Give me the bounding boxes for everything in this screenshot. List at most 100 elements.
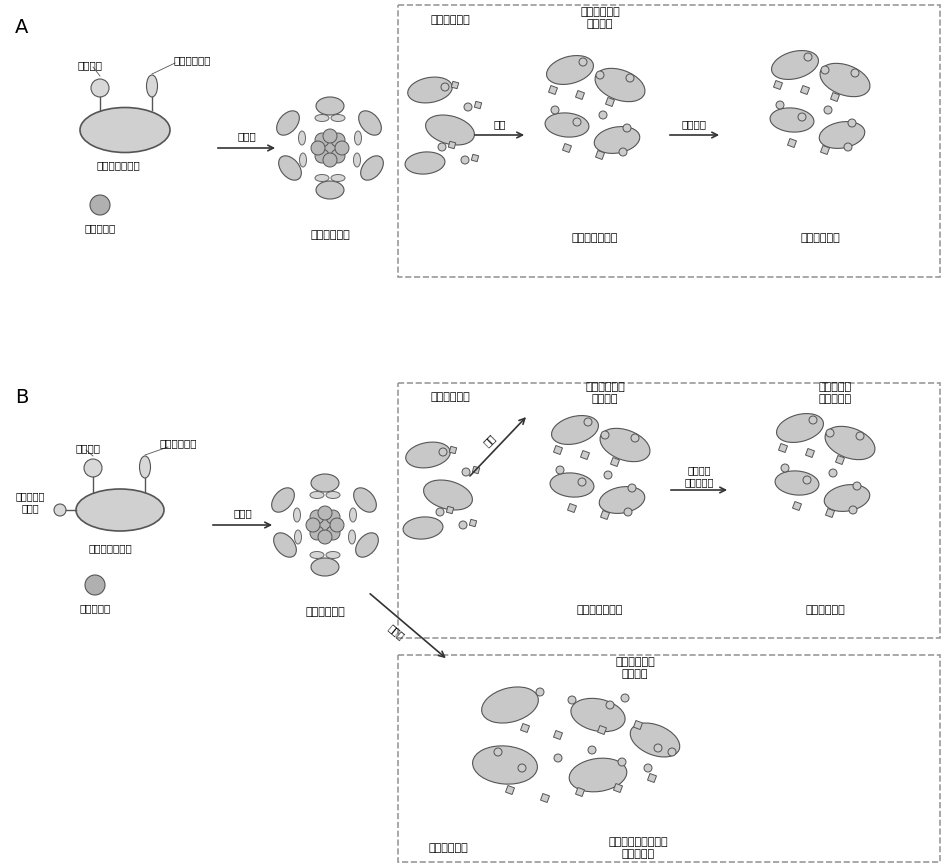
FancyBboxPatch shape — [474, 101, 481, 108]
Ellipse shape — [277, 111, 299, 135]
Circle shape — [459, 521, 466, 529]
FancyBboxPatch shape — [819, 146, 829, 154]
Circle shape — [314, 133, 329, 147]
Ellipse shape — [298, 131, 305, 145]
FancyBboxPatch shape — [553, 446, 562, 454]
Text: 低氧: 低氧 — [481, 432, 497, 448]
FancyBboxPatch shape — [567, 504, 576, 512]
Ellipse shape — [326, 551, 340, 558]
Circle shape — [828, 469, 836, 477]
Circle shape — [587, 746, 596, 754]
Circle shape — [437, 143, 446, 151]
Text: 多糖高分子前药: 多糖高分子前药 — [88, 543, 132, 553]
Text: 分化诱导剂: 分化诱导剂 — [79, 603, 110, 613]
Circle shape — [310, 510, 324, 524]
Ellipse shape — [403, 517, 443, 539]
Text: 自组装: 自组装 — [233, 508, 252, 518]
Circle shape — [625, 74, 633, 82]
FancyBboxPatch shape — [778, 444, 786, 453]
Ellipse shape — [294, 508, 300, 522]
Circle shape — [314, 149, 329, 163]
Ellipse shape — [405, 152, 445, 174]
Circle shape — [311, 141, 325, 155]
Ellipse shape — [630, 723, 679, 757]
Ellipse shape — [570, 698, 624, 732]
Circle shape — [852, 482, 860, 490]
FancyBboxPatch shape — [632, 720, 642, 729]
Circle shape — [318, 518, 331, 532]
Circle shape — [435, 508, 444, 516]
Text: 组合药物载体: 组合药物载体 — [310, 230, 349, 240]
Ellipse shape — [353, 488, 376, 512]
FancyBboxPatch shape — [448, 447, 456, 453]
FancyBboxPatch shape — [447, 141, 455, 148]
Ellipse shape — [271, 488, 294, 512]
Circle shape — [820, 66, 828, 74]
Ellipse shape — [146, 75, 158, 97]
FancyBboxPatch shape — [804, 448, 814, 458]
Text: 下调耐药: 下调耐药 — [682, 119, 706, 129]
Ellipse shape — [80, 108, 170, 153]
Ellipse shape — [824, 427, 874, 460]
Circle shape — [91, 79, 109, 97]
Circle shape — [603, 471, 612, 479]
Text: 非低氧: 非低氧 — [386, 623, 406, 642]
Ellipse shape — [361, 156, 383, 180]
Circle shape — [855, 432, 863, 440]
Ellipse shape — [481, 687, 538, 723]
Text: 化疗药物: 化疗药物 — [76, 443, 100, 453]
Ellipse shape — [348, 530, 355, 544]
Circle shape — [579, 58, 586, 66]
Text: A: A — [15, 18, 28, 37]
Circle shape — [555, 466, 564, 474]
Ellipse shape — [595, 68, 645, 101]
Ellipse shape — [295, 530, 301, 544]
FancyBboxPatch shape — [553, 731, 562, 740]
Ellipse shape — [140, 456, 150, 478]
Circle shape — [464, 103, 471, 111]
Circle shape — [808, 416, 817, 424]
Ellipse shape — [774, 471, 818, 495]
Ellipse shape — [315, 181, 344, 199]
Ellipse shape — [354, 131, 362, 145]
Circle shape — [848, 506, 856, 514]
Circle shape — [600, 431, 608, 439]
Text: 释放分化诱导剂: 释放分化诱导剂 — [576, 605, 622, 615]
Ellipse shape — [818, 121, 864, 148]
Text: B: B — [15, 388, 28, 407]
Circle shape — [825, 429, 834, 437]
FancyBboxPatch shape — [825, 509, 834, 518]
Ellipse shape — [599, 428, 649, 461]
Circle shape — [323, 153, 337, 167]
Ellipse shape — [770, 50, 818, 80]
Circle shape — [605, 701, 614, 709]
Text: 组合药物载体: 组合药物载体 — [305, 607, 345, 617]
Text: 低氧: 低氧 — [493, 119, 505, 129]
FancyBboxPatch shape — [562, 144, 571, 153]
Text: 低氧响应基团: 低氧响应基团 — [160, 438, 196, 448]
Circle shape — [330, 133, 345, 147]
Circle shape — [823, 106, 831, 114]
Circle shape — [441, 83, 448, 91]
FancyBboxPatch shape — [472, 466, 480, 473]
Text: 低氧响应基团
结构转化: 低氧响应基团 结构转化 — [584, 382, 624, 404]
Text: 活性氧响应
连接臂断裂: 活性氧响应 连接臂断裂 — [818, 382, 851, 404]
FancyBboxPatch shape — [597, 726, 606, 734]
Circle shape — [318, 530, 331, 544]
Ellipse shape — [407, 77, 452, 103]
FancyBboxPatch shape — [548, 86, 557, 95]
FancyBboxPatch shape — [605, 97, 614, 107]
Text: 化疗增敏剂: 化疗增敏剂 — [84, 223, 115, 233]
Ellipse shape — [819, 63, 869, 96]
Ellipse shape — [359, 111, 381, 135]
Circle shape — [326, 510, 340, 524]
Text: 同时释放分化诱导剂
和化疗药物: 同时释放分化诱导剂 和化疗药物 — [608, 838, 667, 859]
Ellipse shape — [330, 174, 345, 181]
FancyBboxPatch shape — [800, 86, 809, 95]
Ellipse shape — [349, 508, 356, 522]
Ellipse shape — [546, 55, 593, 84]
Circle shape — [775, 101, 784, 109]
Circle shape — [803, 53, 811, 61]
Circle shape — [90, 195, 110, 215]
FancyBboxPatch shape — [786, 139, 796, 147]
